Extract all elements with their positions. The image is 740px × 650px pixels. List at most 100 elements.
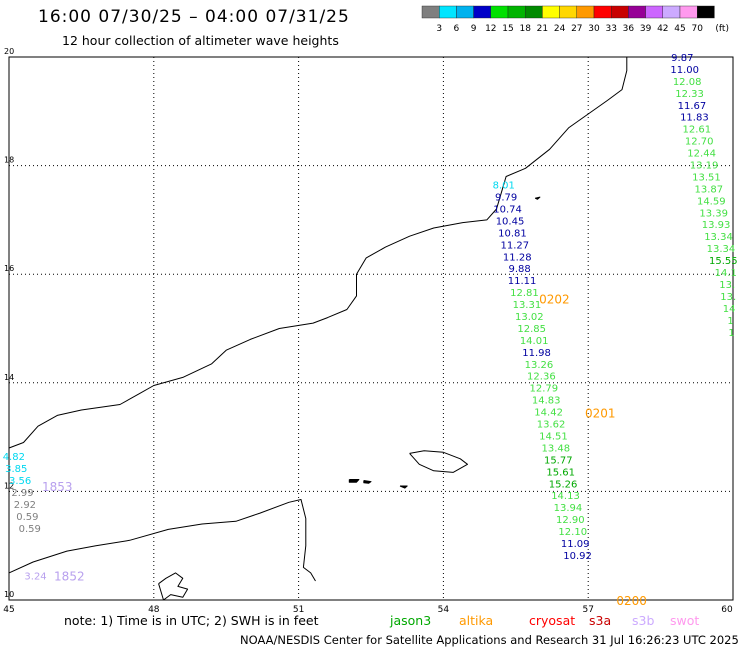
longitude-tick-label: 54 (438, 605, 450, 615)
swh-value-label: 12.85 (517, 324, 546, 335)
colorbar-tick-label: 39 (640, 24, 652, 34)
swh-value-label: 2.92 (14, 500, 36, 511)
colorbar-swatch (490, 5, 509, 19)
colorbar-swatch (679, 5, 698, 19)
colorbar-tick-label: 18 (519, 24, 531, 34)
latitude-tick-label: 18 (4, 156, 14, 165)
colorbar-swatch (628, 5, 646, 19)
swh-value-label: 11.83 (680, 113, 709, 124)
latitude-tick-label: 10 (4, 590, 14, 599)
colorbar-swatch (611, 5, 629, 19)
somali-coastline (8, 499, 316, 582)
swh-value-label: 12.08 (673, 77, 702, 88)
swh-value-label: 11.09 (561, 539, 590, 550)
colorbar-tick-label: 36 (623, 24, 635, 34)
colorbar-swatch (662, 5, 681, 19)
swh-value-label: 0.59 (16, 512, 38, 523)
colorbar-tick-label: 15 (502, 24, 513, 34)
swh-value-label: 12.44 (687, 149, 716, 160)
swh-value-label: 15.77 (544, 455, 573, 466)
swh-value-label: 14.13 (551, 491, 580, 502)
longitude-tick-label: 51 (293, 605, 304, 615)
colorbar-tick-label: 24 (554, 24, 566, 34)
latitude-tick-label: 20 (4, 47, 14, 56)
colorbar-swatch (645, 5, 663, 19)
colorbar-tick-label: 33 (605, 24, 616, 34)
socotra-island (409, 450, 468, 473)
colorbar-swatch (525, 5, 543, 19)
colorbar-swatch (421, 5, 440, 19)
swh-value-label: 12.10 (558, 527, 587, 538)
swh-value-label: 15.61 (546, 467, 575, 478)
swh-value-label: 9.87 (671, 53, 693, 64)
islet (348, 479, 360, 483)
colorbar-tick-label: 70 (691, 24, 703, 34)
swh-value-label: 1 (727, 316, 733, 327)
footnote: note: 1) Time is in UTC; 2) SWH is in fe… (64, 613, 319, 628)
swh-value-label: 12.36 (527, 372, 556, 383)
ras-hafun-coast (158, 572, 189, 601)
satellite-legend-altika: altika (459, 613, 493, 628)
swh-value-label: 11.00 (670, 65, 699, 76)
colorbar-tick-label: 42 (657, 24, 668, 34)
arabian-coastline (8, 57, 628, 449)
swh-value-label: 11.28 (503, 252, 532, 263)
swh-value-label: 11.67 (678, 101, 707, 112)
latitude-tick-label: 14 (4, 373, 14, 382)
satellite-legend-cryosat: cryosat (529, 613, 575, 628)
longitude-tick-label: 60 (721, 605, 733, 615)
pass-time-label: 0202 (539, 293, 570, 307)
swh-value-label: 15.26 (549, 479, 578, 490)
colorbar-tick-label: 3 (436, 24, 442, 34)
swh-value-label: 14.83 (532, 396, 561, 407)
colorbar-tick-label: 30 (588, 24, 600, 34)
swh-value-label: 2.99 (11, 488, 33, 499)
colorbar-tick-label: 45 (674, 24, 685, 34)
pass-time-label: 1852 (54, 570, 85, 584)
colorbar-tick-label: 9 (471, 24, 477, 34)
swh-value-label: 3.24 (24, 572, 46, 583)
swh-value-label: 13.19 (690, 161, 719, 172)
swh-value-label: 14.1 (715, 268, 737, 279)
swh-value-label: 13.62 (537, 420, 566, 431)
swh-value-label: 9.79 (495, 193, 517, 204)
swh-value-label: 11.27 (501, 240, 530, 251)
swh-value-label: 13. (720, 292, 736, 303)
swh-value-label: 10.45 (496, 216, 525, 227)
swh-value-label: 15.55 (709, 256, 738, 267)
swh-value-label: 11.98 (522, 348, 551, 359)
swh-value-label: 12.81 (510, 288, 539, 299)
pass-time-label: 1853 (42, 480, 73, 494)
swh-value-label: 14.01 (520, 336, 549, 347)
swh-value-label: 9.88 (509, 264, 531, 275)
swh-value-label: 13.31 (513, 300, 542, 311)
satellite-legend-s3b: s3b (632, 613, 654, 628)
swh-value-label: 12.33 (675, 89, 704, 100)
swh-value-label: 13.34 (704, 232, 733, 243)
swh-value-label: 13.93 (702, 220, 731, 231)
latitude-tick-label: 12 (4, 481, 14, 490)
pass-time-label: 0201 (585, 407, 616, 421)
satellite-legend-swot: swot (670, 613, 699, 628)
colorbar-swatch (456, 5, 474, 19)
swh-value-label: 10.92 (563, 551, 592, 562)
colorbar-swatch (507, 5, 526, 19)
swh-value-label: 13.87 (695, 184, 724, 195)
swh-value-label: 10.74 (493, 204, 522, 215)
longitude-tick-label: 45 (3, 605, 14, 615)
colorbar-swatch (542, 5, 560, 19)
latitude-tick-label: 16 (4, 264, 14, 273)
swh-value-label: 3.56 (9, 476, 31, 487)
colorbar-swatch (697, 5, 715, 19)
islet (534, 196, 541, 200)
satellite-legend-jason3: jason3 (389, 613, 431, 628)
swh-value-label: 12.79 (529, 384, 558, 395)
swh-value-label: 12.70 (685, 137, 714, 148)
swh-value-label: 14 (723, 304, 736, 315)
colorbar-swatch (559, 5, 577, 19)
swh-value-label: 13.39 (699, 208, 728, 219)
swh-value-label: 13.51 (692, 172, 721, 183)
pass-time-label: 0200 (616, 594, 647, 608)
